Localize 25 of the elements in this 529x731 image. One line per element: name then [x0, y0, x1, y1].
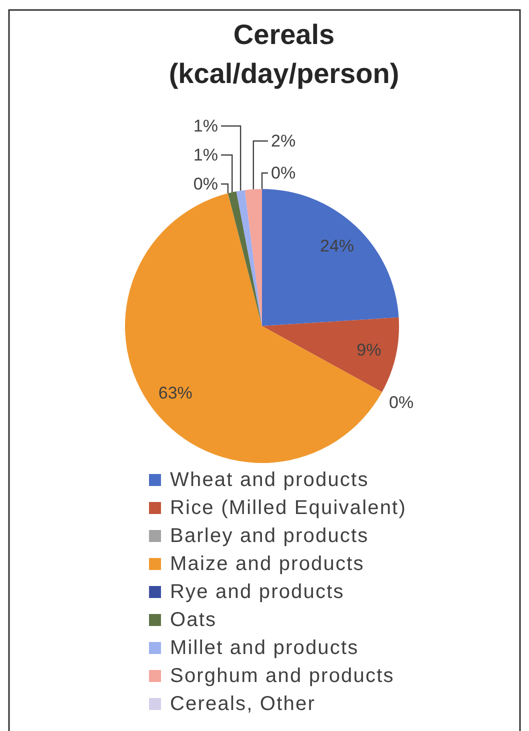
data-label: 63%	[158, 384, 192, 403]
text: 0%	[389, 393, 414, 412]
pie-slice	[262, 189, 399, 326]
legend-label: Millet and products	[170, 637, 359, 659]
data-label: 24%	[320, 236, 354, 256]
legend-label: Wheat and products	[170, 469, 369, 491]
pie-slice	[262, 317, 399, 392]
legend-label: Sorghum and products	[170, 665, 394, 687]
legend-label: Cereals, Other	[170, 693, 316, 715]
text: 0%	[271, 164, 296, 182]
legend-label: Rice (Milled Equivalent)	[170, 497, 406, 519]
data-label: 1%	[193, 146, 218, 164]
legend-label: Rye and products	[170, 581, 344, 603]
pie-slice	[244, 189, 262, 326]
legend-label: Barley and products	[170, 525, 369, 547]
pie-slice	[236, 190, 262, 326]
pie-slice	[228, 191, 262, 326]
text: 0%	[193, 174, 218, 194]
data-label: 9%	[356, 340, 382, 360]
data-label: 2%	[271, 132, 296, 150]
chart-title: Cereals (kcal/day/person)	[168, 18, 400, 88]
pie-slice	[125, 193, 382, 463]
legend-label: Maize and products	[170, 553, 364, 575]
data-label: 1%	[193, 116, 218, 136]
legend-label: Oats	[170, 609, 217, 631]
